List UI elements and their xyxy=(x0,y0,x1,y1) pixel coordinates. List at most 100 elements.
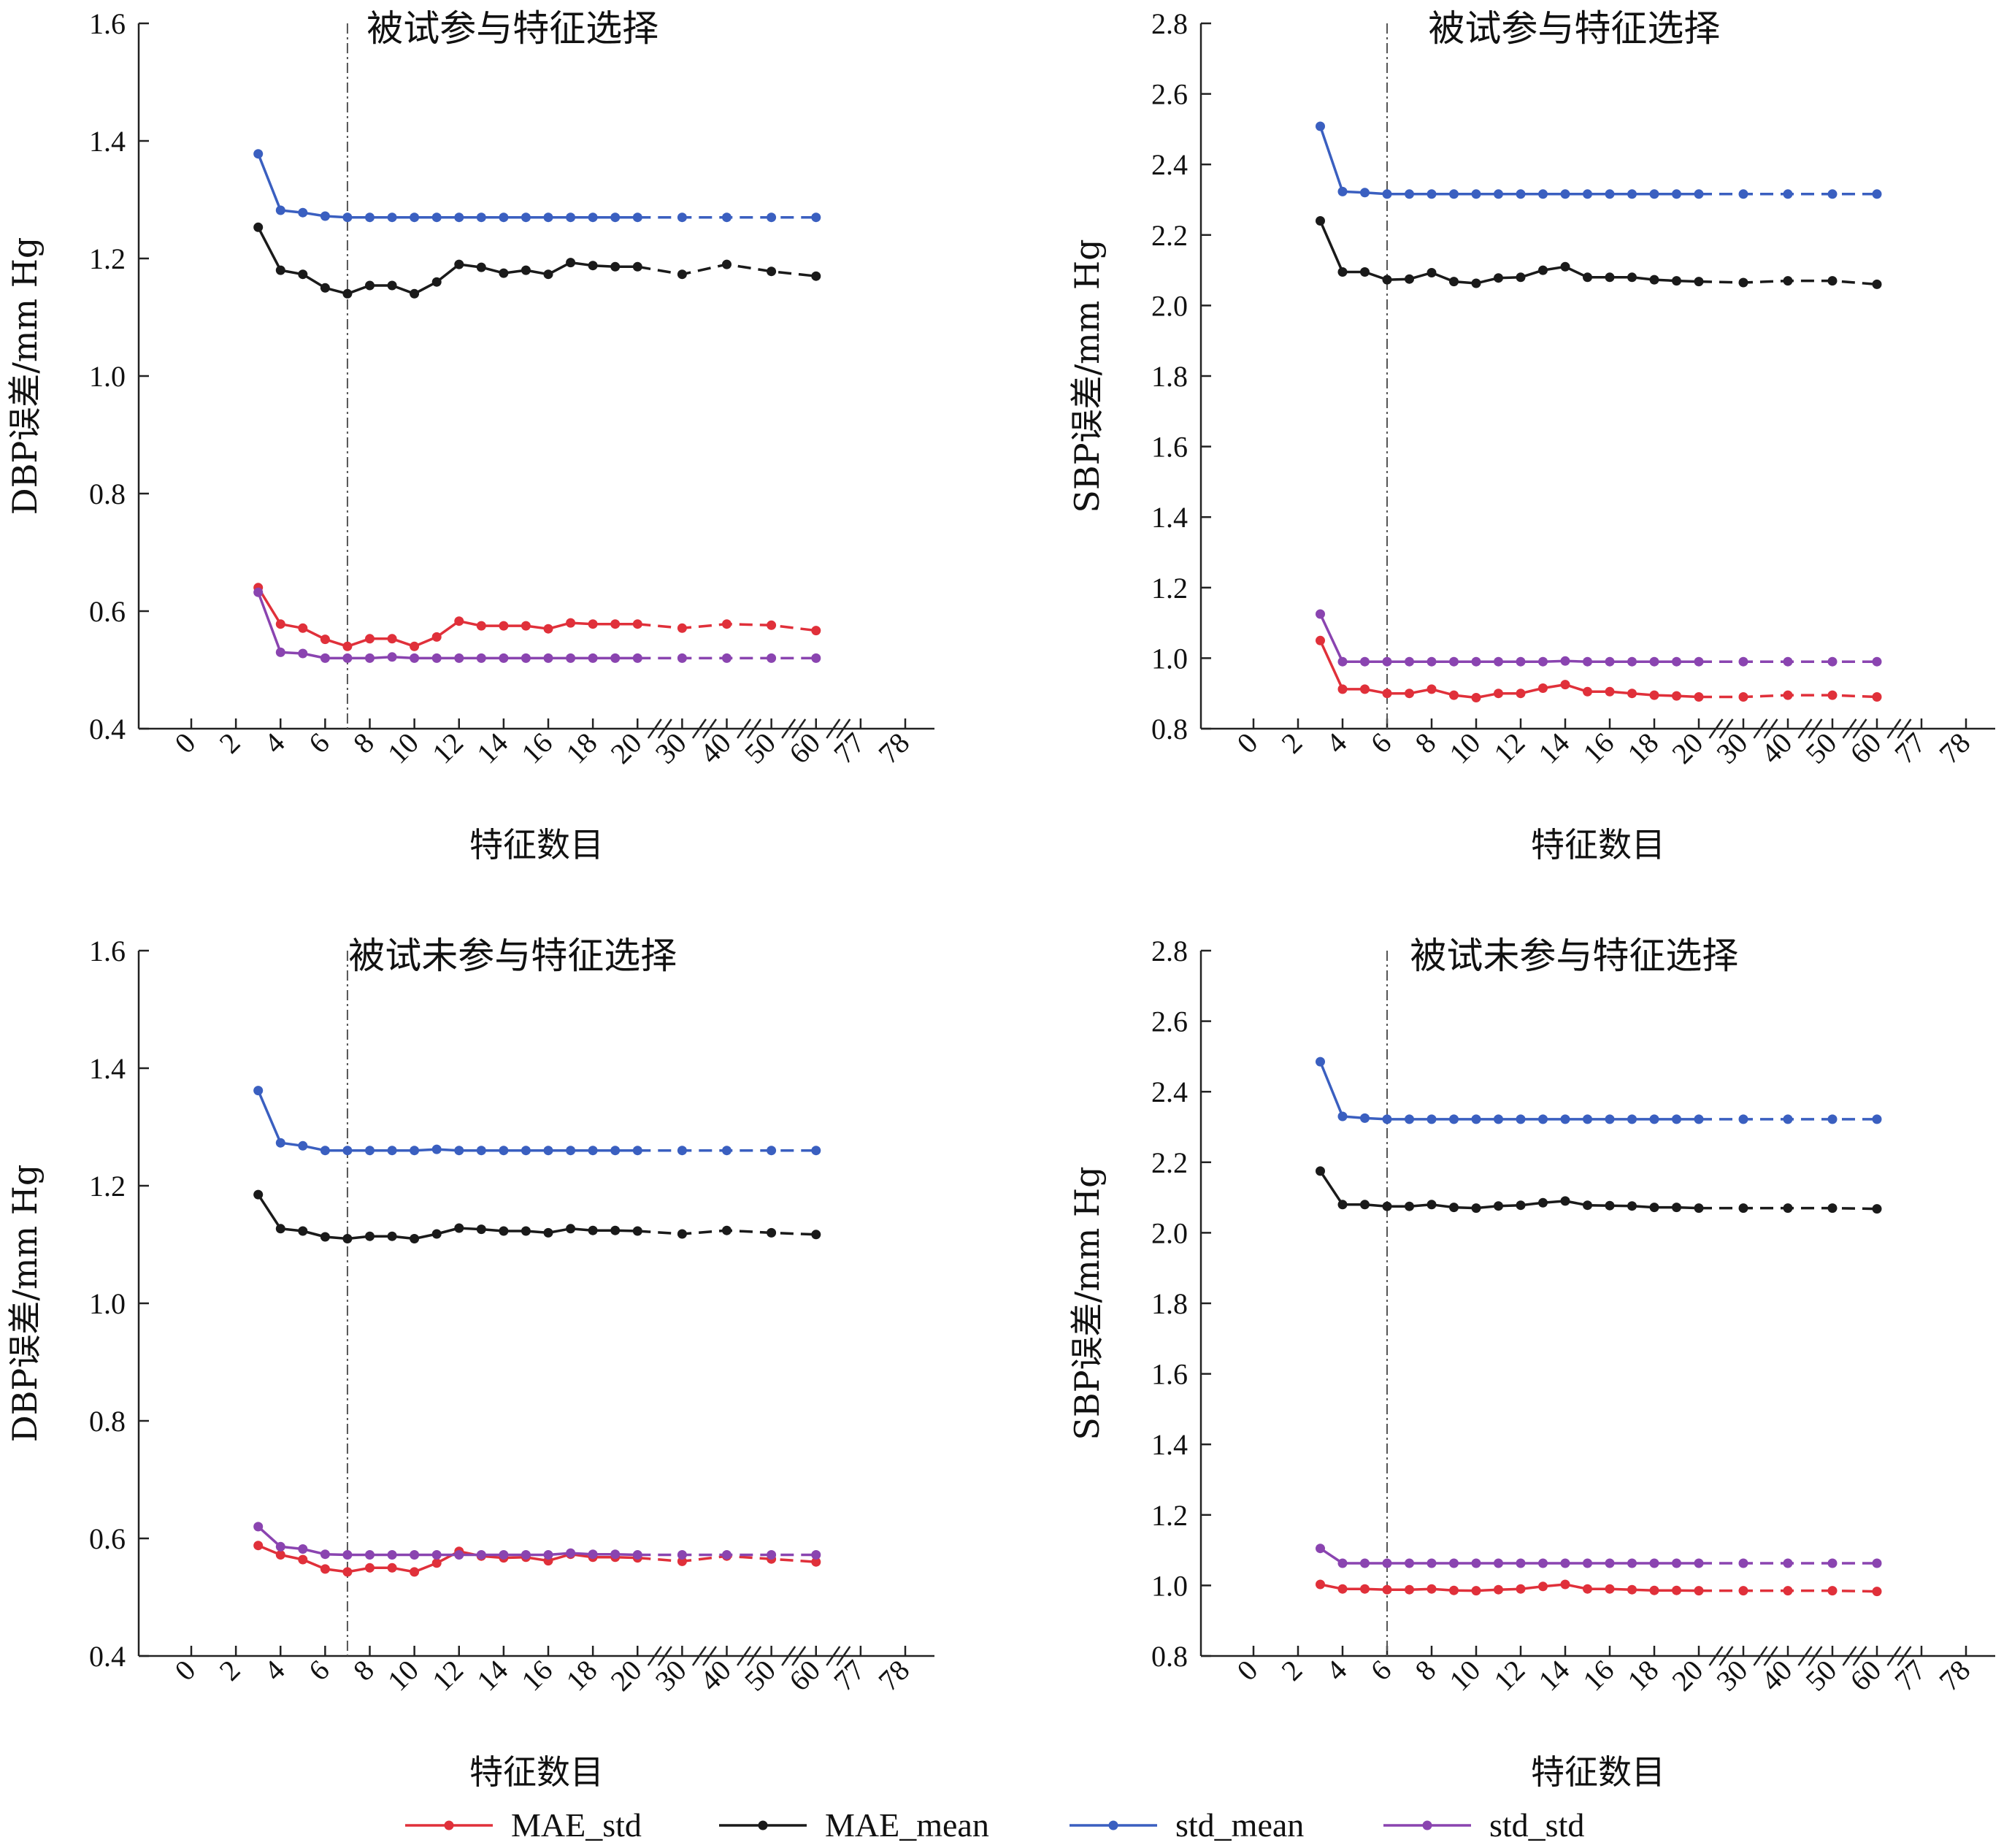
series-std-mean-point xyxy=(1382,1114,1392,1124)
series-mae-mean-point xyxy=(1627,272,1637,283)
y-tick-label: 1.8 xyxy=(1151,1287,1188,1320)
series-std-mean-point xyxy=(1337,1111,1348,1122)
series-mae-std-point xyxy=(1560,1579,1570,1590)
series-std-std-point xyxy=(1316,609,1325,619)
series-std-mean-point xyxy=(1494,1114,1503,1124)
series-std-std-point xyxy=(410,653,420,663)
series-std-std-point xyxy=(1382,1558,1392,1568)
axis-breaks xyxy=(647,718,851,739)
series-mae-std-point xyxy=(1560,680,1570,690)
series-mae-mean-point xyxy=(543,1227,553,1238)
series-mae-std-point xyxy=(1694,1586,1704,1596)
series-std-std-point xyxy=(1694,656,1704,667)
series-std-mean-point xyxy=(1337,186,1348,196)
panel-title: 被试参与特征选择 xyxy=(1428,7,1720,50)
series-mae-std-point xyxy=(320,634,330,645)
series-mae-std-point xyxy=(767,620,777,630)
series-mae-std-point xyxy=(1516,689,1526,699)
axis-break-mark xyxy=(1852,718,1867,739)
series-std-std-point xyxy=(1471,1558,1481,1568)
y-ticks: 0.8 1.0 1.2 1.4 1.6 1.8 2.0 2.2 2.4 2.6 2.8 xyxy=(1151,7,1211,745)
series-std-mean-point xyxy=(499,212,509,223)
series-std-std-point xyxy=(253,587,264,597)
axis-break-mark xyxy=(702,1646,717,1666)
series-std-std-point xyxy=(521,653,531,663)
series-mae-mean-point xyxy=(722,259,732,269)
series-mae-std-point xyxy=(1583,1584,1592,1594)
y-axis-title: SBP误差/mm Hg xyxy=(1067,239,1107,513)
series-mae-mean-point xyxy=(1427,268,1437,277)
series-std-std-point xyxy=(1827,656,1838,667)
series-mae-mean-point xyxy=(1427,1200,1437,1210)
series-mae-std-point xyxy=(1382,1584,1392,1595)
series-mae-std-point xyxy=(1738,1586,1748,1596)
y-tick-label: 1.4 xyxy=(89,125,126,158)
series-std-std-point xyxy=(1405,656,1414,667)
panel-title: 被试未参与特征选择 xyxy=(348,935,677,977)
series-std-mean-point xyxy=(1360,1113,1370,1123)
y-ticks: 0.4 0.6 0.8 1.0 1.2 1.4 1.6 xyxy=(89,7,149,745)
series-std-std-point xyxy=(566,1548,576,1558)
axis-break-mark xyxy=(781,718,796,739)
series-mae-mean-point xyxy=(410,1234,420,1243)
series-std-mean-point xyxy=(543,212,553,223)
series-std-mean-point xyxy=(1649,189,1659,199)
series-mae-mean-point xyxy=(811,271,821,281)
series-mae-mean-point xyxy=(521,265,531,275)
series-mae-std-point xyxy=(811,1557,821,1567)
series-std-std-point xyxy=(1337,1558,1348,1568)
series-mae-mean-point xyxy=(722,1225,732,1235)
series-mae-mean-point xyxy=(632,261,642,272)
series-mae-mean-point xyxy=(365,1231,375,1241)
axis-breaks xyxy=(1708,718,1912,739)
axis-break-mark xyxy=(836,1646,851,1666)
series-std-std-point xyxy=(632,653,642,663)
series-std-mean-point xyxy=(1494,189,1503,199)
axis-break-mark xyxy=(1808,1646,1823,1666)
axis-break-mark xyxy=(657,718,672,739)
series-mae-mean-point xyxy=(275,265,285,275)
series-mae-mean-point xyxy=(1672,276,1681,286)
series-mae-mean-point xyxy=(1360,267,1370,277)
series-std-mean-point xyxy=(543,1146,553,1156)
series-std-std-point xyxy=(1449,656,1459,667)
legend-label: MAE_std xyxy=(511,1806,642,1844)
series-std-std-point xyxy=(1672,1558,1681,1568)
series-mae-mean-point xyxy=(1694,277,1704,287)
y-axis-title: DBP误差/mm Hg xyxy=(5,237,45,515)
y-tick-label: 1.4 xyxy=(89,1052,126,1085)
y-tick-label: 2.2 xyxy=(1151,1146,1188,1179)
series-std-std-point xyxy=(1494,1558,1503,1568)
series-std-std-point xyxy=(1783,656,1793,667)
series-mae-mean-point xyxy=(476,262,486,272)
series-std-mean-point xyxy=(476,1146,486,1156)
panel-title: 被试未参与特征选择 xyxy=(1410,935,1738,977)
y-tick-label: 2.8 xyxy=(1151,7,1188,40)
series-mae-std-point xyxy=(1649,690,1659,700)
y-tick-label: 0.8 xyxy=(1151,713,1188,745)
series-mae-mean-point xyxy=(767,267,777,277)
series-std-std-point xyxy=(1605,656,1615,667)
series-mae-mean-point xyxy=(499,268,509,278)
series-std-mean-point xyxy=(365,1146,375,1156)
series-std-mean-point xyxy=(298,207,308,218)
series-mae-std-point xyxy=(1627,689,1637,699)
series-mae-mean-point xyxy=(1382,275,1392,285)
axis-break-mark xyxy=(747,718,762,739)
series-mae-mean-point xyxy=(1649,275,1659,285)
series-mae-std-point xyxy=(1449,1585,1459,1595)
axis-break-mark xyxy=(747,1646,762,1666)
series-std-mean-point xyxy=(1872,1114,1882,1124)
series-std-mean-point xyxy=(1427,1114,1437,1124)
series-mae-std-point xyxy=(365,1563,375,1573)
series-mae-std-point xyxy=(298,1554,308,1565)
series-std-mean-point xyxy=(1560,189,1570,199)
series-mae-mean-point xyxy=(387,280,397,291)
series-std-std-point xyxy=(1471,656,1481,667)
series-mae-std-point xyxy=(320,1564,330,1574)
legend-item-mae-mean: MAE_mean xyxy=(719,1806,989,1844)
series-mae-mean-point xyxy=(454,1223,464,1233)
series-std-mean-point xyxy=(632,212,642,223)
series-mae-std-point xyxy=(476,621,486,631)
